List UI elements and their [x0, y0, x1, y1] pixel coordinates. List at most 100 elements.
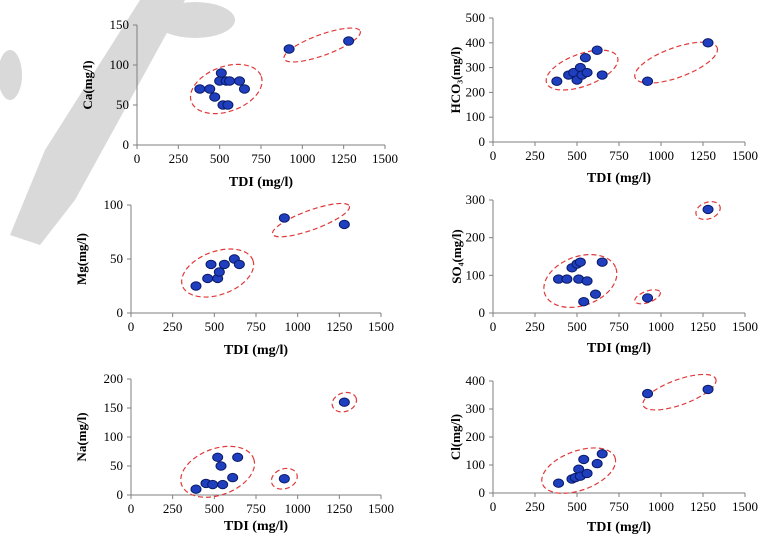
- data-point: [579, 52, 591, 63]
- y-tick-label: 0: [117, 487, 124, 502]
- y-tick-label: 100: [466, 267, 486, 282]
- x-tick-label: 1250: [326, 501, 352, 516]
- chart-panel-4: 0 100 200 300 0 250 500 750 1000 1250 1500 TDI (mg/…: [449, 192, 758, 356]
- y-tick-label: 50: [110, 458, 123, 473]
- x-tick-label: 750: [609, 319, 629, 334]
- y-tick-label: 300: [466, 60, 486, 75]
- data-point: [581, 468, 593, 479]
- y-tick-label: 400: [466, 373, 486, 388]
- y-tick-label: 100: [110, 57, 130, 72]
- data-point: [553, 478, 565, 488]
- x-tick-label: 1000: [285, 501, 311, 516]
- x-tick-label: 1500: [732, 148, 758, 163]
- x-tick-label: 750: [246, 319, 266, 334]
- data-point: [207, 479, 219, 490]
- chart-panel-6: 0 100 200 300 400 0 250 500 750 1000 1250 1500 TDI (…: [448, 373, 758, 535]
- x-tick-label: 1000: [648, 499, 674, 514]
- data-point: [202, 273, 214, 284]
- cluster-ellipse: [642, 373, 717, 411]
- cluster-ellipse: [695, 201, 721, 221]
- data-point: [589, 289, 601, 299]
- data-point: [212, 452, 224, 462]
- data-point: [561, 274, 573, 284]
- y-tick-label: 0: [479, 134, 486, 149]
- data-point: [596, 449, 608, 459]
- data-point: [233, 259, 245, 270]
- cluster-ellipse: [180, 445, 256, 498]
- x-tick-label: 500: [567, 319, 587, 334]
- y-axis-title: SO₄(mg/l): [449, 229, 464, 283]
- y-tick-label: 200: [466, 429, 486, 444]
- data-point: [234, 76, 246, 86]
- data-point: [190, 281, 202, 291]
- y-tick-label: 100: [466, 109, 486, 124]
- data-point: [232, 452, 244, 462]
- x-tick-label: 500: [567, 499, 587, 514]
- data-point: [218, 259, 230, 270]
- data-point: [338, 397, 350, 407]
- y-tick-label: 50: [110, 251, 123, 266]
- x-tick-label: 750: [609, 148, 629, 163]
- y-tick-label: 100: [104, 197, 124, 212]
- x-tick-label: 0: [490, 148, 497, 163]
- cluster-ellipse: [541, 447, 617, 494]
- data-point: [591, 458, 603, 469]
- y-tick-label: 50: [116, 97, 129, 112]
- chart-panel-5: 0 50 100 150 200 0 250 500 750 1000 1250 1500 TDI (m…: [74, 371, 394, 534]
- x-tick-label: 250: [163, 319, 183, 334]
- cluster-ellipse: [189, 63, 263, 115]
- cluster-ellipse: [271, 202, 351, 238]
- data-point: [574, 257, 586, 267]
- x-tick-label: 0: [128, 319, 135, 334]
- data-point: [702, 38, 714, 48]
- y-tick-label: 200: [466, 84, 486, 99]
- y-tick-label: 0: [123, 137, 130, 152]
- data-point: [581, 276, 593, 286]
- data-point: [578, 454, 590, 465]
- data-point: [205, 259, 217, 270]
- x-tick-label: 500: [205, 319, 225, 334]
- data-point: [238, 84, 250, 94]
- x-axis-title: TDI (mg/l): [587, 341, 652, 356]
- data-point: [278, 213, 290, 223]
- x-axis-title: TDI (mg/l): [224, 519, 289, 534]
- data-point: [278, 474, 290, 484]
- x-tick-label: 1250: [690, 319, 716, 334]
- data-point: [215, 461, 227, 471]
- x-tick-label: 1250: [690, 499, 716, 514]
- data-point: [642, 388, 654, 399]
- data-point: [578, 297, 590, 307]
- data-point: [338, 219, 350, 230]
- x-tick-label: 1250: [326, 319, 352, 334]
- x-tick-label: 500: [210, 151, 230, 166]
- data-point: [642, 293, 654, 303]
- cluster-ellipse: [543, 253, 618, 308]
- cluster-ellipse: [331, 391, 358, 413]
- x-tick-label: 750: [609, 499, 629, 514]
- data-point: [209, 92, 221, 102]
- data-point: [194, 84, 206, 94]
- x-tick-label: 0: [128, 501, 135, 516]
- y-tick-label: 200: [104, 371, 124, 386]
- x-tick-label: 250: [163, 501, 183, 516]
- data-point: [702, 204, 714, 215]
- x-axis-title: TDI (mg/l): [587, 520, 652, 535]
- data-point: [596, 70, 608, 80]
- x-axis-title: TDI (mg/l): [587, 171, 652, 186]
- data-point: [217, 479, 229, 490]
- x-tick-label: 1500: [372, 151, 398, 166]
- data-point: [227, 472, 239, 483]
- data-point: [283, 44, 295, 54]
- data-point: [581, 67, 593, 78]
- x-axis-title: TDI (mg/l): [229, 175, 294, 190]
- x-tick-label: 1000: [289, 151, 315, 166]
- y-tick-label: 500: [466, 10, 486, 25]
- y-axis-title: Cl(mg/l): [448, 414, 463, 460]
- y-tick-label: 100: [466, 457, 486, 472]
- data-point: [596, 257, 608, 267]
- data-point: [591, 45, 603, 55]
- cluster-ellipse: [634, 289, 661, 305]
- x-tick-label: 1000: [648, 148, 674, 163]
